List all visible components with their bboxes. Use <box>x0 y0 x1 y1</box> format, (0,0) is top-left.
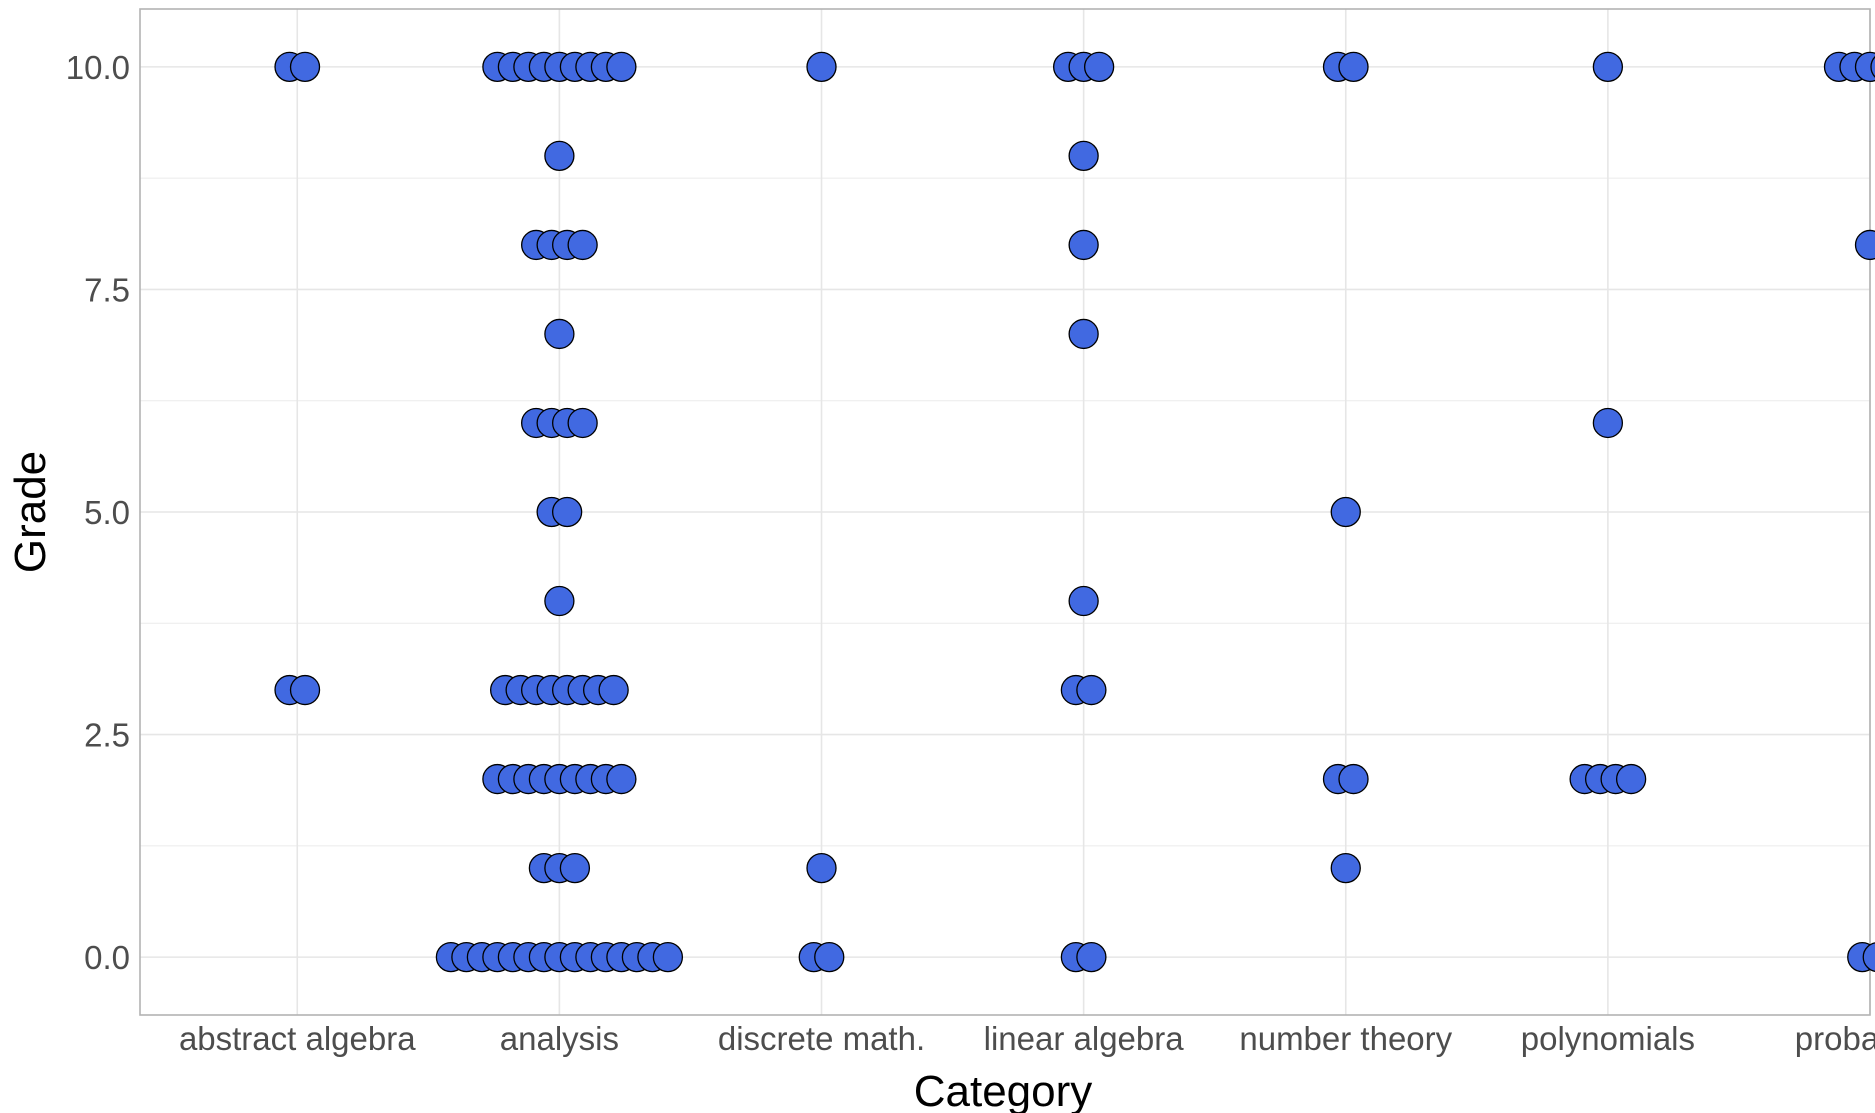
y-tick-label: 2.5 <box>84 717 130 754</box>
data-points <box>274 51 1875 973</box>
data-point <box>544 318 575 350</box>
data-point <box>814 941 845 973</box>
x-axis-title: Category <box>914 1067 1093 1113</box>
y-tick-label: 10.0 <box>66 49 130 86</box>
data-point <box>652 941 684 973</box>
data-point <box>1083 51 1115 83</box>
data-point <box>544 140 575 172</box>
x-tick-label: abstract algebra <box>179 1020 416 1057</box>
data-point <box>1068 140 1099 172</box>
data-point <box>1330 496 1361 528</box>
data-point <box>1068 229 1099 261</box>
data-point <box>1068 585 1099 617</box>
y-tick-label: 7.5 <box>84 271 130 308</box>
data-point <box>606 763 637 795</box>
data-point <box>1862 942 1875 973</box>
data-point <box>1076 941 1107 973</box>
panel-border <box>139 8 1871 1016</box>
data-point <box>551 496 583 528</box>
data-point <box>1870 55 1875 78</box>
x-tick-label: polynomials <box>1521 1020 1695 1057</box>
data-point <box>567 229 598 261</box>
x-tick-label: probability <box>1795 1020 1875 1057</box>
data-point <box>289 51 321 83</box>
data-point <box>598 674 629 706</box>
data-point <box>1068 318 1099 350</box>
x-tick-label: linear algebra <box>984 1020 1185 1057</box>
x-axis-tick-labels: abstract algebra analysis discrete math. li… <box>179 1020 1875 1057</box>
data-point <box>1592 407 1624 439</box>
data-point <box>606 51 637 83</box>
data-point <box>806 852 837 884</box>
data-point <box>289 674 321 706</box>
data-point <box>567 407 598 439</box>
data-point <box>1338 51 1369 83</box>
x-tick-label: number theory <box>1239 1020 1452 1057</box>
data-point <box>559 852 591 884</box>
x-tick-label: analysis <box>500 1020 619 1057</box>
y-axis-title: Grade <box>6 451 55 573</box>
data-point <box>1854 229 1875 261</box>
data-point <box>1076 674 1107 706</box>
data-point <box>1330 852 1361 884</box>
data-point <box>1854 51 1875 83</box>
x-tick-label: discrete math. <box>718 1020 925 1057</box>
data-point <box>806 51 837 83</box>
data-point <box>1338 763 1369 795</box>
y-axis-tick-labels: 0.0 2.5 5.0 7.5 10.0 <box>66 49 130 976</box>
grid-lines <box>140 9 1871 1015</box>
y-tick-label: 0.0 <box>84 939 130 976</box>
data-point <box>544 585 575 617</box>
data-point <box>1615 763 1647 795</box>
y-tick-label: 5.0 <box>84 494 130 531</box>
data-point <box>1592 51 1624 83</box>
